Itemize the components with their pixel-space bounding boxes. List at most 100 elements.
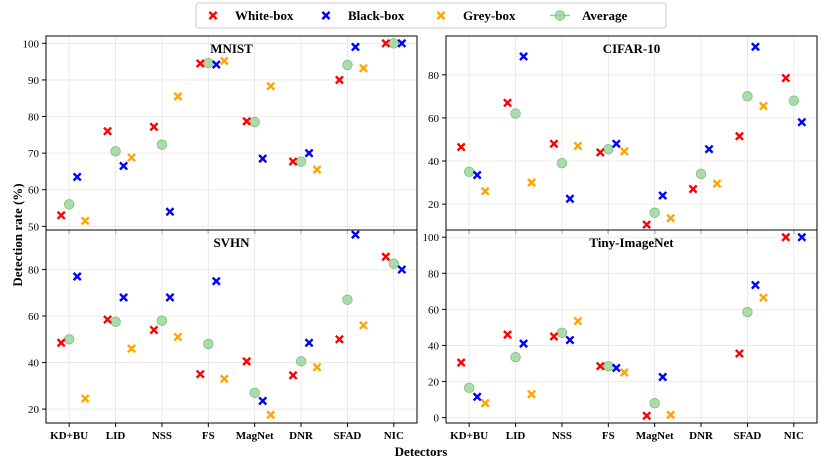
- point-grey: [666, 213, 676, 223]
- panel-tinyimagenet: 0 20 40 60 80 100 KD+BU LID NSS FS MagNet DNR SFAD NI…: [423, 229, 818, 442]
- point-white: [642, 220, 652, 230]
- point-white: [456, 358, 466, 368]
- y-tick-label: 50: [28, 221, 40, 233]
- point-white: [195, 59, 205, 68]
- point-white: [781, 232, 791, 242]
- point-grey: [358, 63, 368, 73]
- point-grey: [312, 165, 322, 175]
- y-tick-label: 60: [28, 185, 40, 197]
- point-white: [103, 126, 113, 136]
- point-average: [388, 38, 400, 49]
- point-white: [642, 411, 652, 421]
- y-tick-label: 60: [428, 113, 440, 125]
- point-grey: [173, 91, 183, 101]
- point-black: [797, 117, 807, 127]
- point-grey: [127, 344, 137, 354]
- point-black: [397, 265, 407, 274]
- panel-title: CIFAR-10: [603, 41, 661, 56]
- point-black: [797, 232, 807, 242]
- point-black: [304, 338, 314, 348]
- x-tick-label: LID: [506, 430, 526, 442]
- point-white: [549, 139, 559, 149]
- point-average: [695, 168, 707, 180]
- point-grey: [758, 293, 768, 303]
- point-black: [472, 170, 482, 180]
- point-white: [503, 330, 513, 340]
- point-black: [350, 230, 360, 240]
- point-average: [249, 387, 260, 398]
- point-grey: [619, 146, 629, 156]
- point-average: [295, 156, 307, 167]
- point-black: [72, 172, 82, 182]
- legend-marker-average: [554, 10, 566, 21]
- y-tick-label: 100: [23, 38, 40, 50]
- y-tick-label: 20: [428, 377, 440, 389]
- y-tick-label: 90: [28, 75, 40, 87]
- point-white: [242, 116, 252, 126]
- point-black: [72, 272, 82, 281]
- legend-frame: [195, 2, 667, 29]
- point-grey: [173, 332, 183, 342]
- x-tick-label: MagNet: [236, 430, 274, 442]
- point-average: [510, 108, 521, 119]
- point-average: [463, 166, 475, 178]
- point-grey: [527, 389, 537, 399]
- x-tick-label: NIC: [784, 430, 804, 442]
- point-black: [658, 191, 668, 200]
- point-grey: [573, 141, 583, 151]
- y-tick-label: 0: [434, 413, 440, 425]
- point-white: [781, 73, 791, 83]
- point-grey: [219, 374, 229, 384]
- x-tick-label: SFAD: [333, 430, 361, 442]
- point-average: [603, 143, 614, 155]
- point-black: [211, 276, 221, 286]
- point-average: [203, 57, 214, 69]
- panel-title: MNIST: [210, 41, 253, 56]
- point-grey: [573, 316, 583, 326]
- x-tick-label: FS: [602, 430, 615, 442]
- point-black: [258, 154, 268, 164]
- point-black: [350, 42, 360, 52]
- point-grey: [480, 186, 490, 196]
- point-average: [510, 351, 521, 363]
- point-grey: [619, 368, 629, 377]
- point-grey: [358, 320, 368, 330]
- point-black: [397, 38, 407, 48]
- panel-frame: [45, 229, 418, 424]
- point-white: [456, 142, 466, 152]
- legend-label-white: White-box: [235, 8, 294, 23]
- y-tick-label: 40: [428, 340, 440, 352]
- point-white: [595, 147, 605, 157]
- x-tick-label: NSS: [552, 430, 572, 442]
- point-grey: [80, 216, 90, 226]
- y-tick-label: 20: [428, 199, 440, 211]
- point-black: [611, 363, 621, 373]
- point-average: [603, 360, 614, 372]
- y-tick-label: 40: [428, 156, 440, 168]
- point-black: [611, 139, 621, 149]
- point-grey: [527, 178, 537, 188]
- point-black: [211, 60, 221, 69]
- legend: White-box Black-box Grey-box Average: [195, 2, 667, 29]
- point-average: [788, 95, 800, 106]
- x-tick-label: SFAD: [733, 430, 761, 442]
- point-black: [519, 52, 529, 61]
- x-tick-label: NSS: [152, 430, 172, 442]
- point-black: [658, 372, 668, 382]
- point-white: [688, 184, 698, 194]
- point-grey: [266, 81, 276, 91]
- y-tick-label: 60: [28, 311, 40, 323]
- point-grey: [127, 153, 137, 162]
- panel-cifar10: 20 40 60 80 CIFAR-10: [428, 35, 818, 234]
- point-white: [195, 369, 205, 379]
- panel-svhn: 20 40 60 80 KD+BU LID NSS FS MagNet DNR SFAD NIC SVH…: [28, 229, 418, 442]
- panel-frame: [445, 35, 818, 231]
- point-black: [565, 335, 575, 345]
- point-grey: [480, 398, 490, 408]
- point-white: [288, 370, 298, 380]
- point-average: [249, 116, 260, 128]
- y-tick-label: 80: [428, 268, 440, 280]
- point-average: [463, 382, 475, 394]
- point-average: [63, 199, 75, 210]
